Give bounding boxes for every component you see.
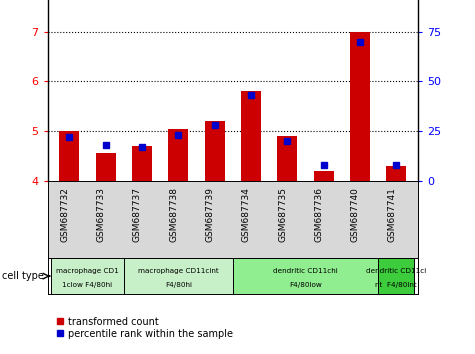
Bar [277,136,297,181]
Bar [59,131,79,181]
Bar [378,258,414,294]
Text: F4/80hi: F4/80hi [165,282,192,288]
Bar [132,146,152,181]
Text: nt  F4/80int: nt F4/80int [375,282,417,288]
Text: macrophage CD1: macrophage CD1 [56,268,119,274]
Text: GSM687736: GSM687736 [314,187,323,242]
Text: GSM687733: GSM687733 [96,187,105,242]
Bar [95,153,115,181]
Bar [168,129,188,181]
Text: GSM687738: GSM687738 [169,187,178,242]
Bar [241,91,261,181]
Text: dendritic CD11ci: dendritic CD11ci [366,268,427,274]
Text: GSM687739: GSM687739 [206,187,215,242]
Text: GSM687732: GSM687732 [60,187,69,242]
Bar [233,258,378,294]
Text: GSM687741: GSM687741 [387,187,396,242]
Text: dendritic CD11chi: dendritic CD11chi [273,268,338,274]
Bar [350,32,370,181]
Text: GSM687735: GSM687735 [278,187,287,242]
Bar [314,171,333,181]
Text: 1clow F4/80hi: 1clow F4/80hi [62,282,113,288]
Text: F4/80low: F4/80low [289,282,322,288]
Legend: transformed count, percentile rank within the sample: transformed count, percentile rank withi… [52,313,237,343]
Bar [205,121,225,181]
Text: GSM687737: GSM687737 [133,187,142,242]
Bar [124,258,233,294]
Bar [51,258,124,294]
Text: cell type: cell type [2,271,44,281]
Text: GSM687740: GSM687740 [351,187,360,242]
Bar [386,166,406,181]
Text: macrophage CD11cint: macrophage CD11cint [138,268,218,274]
Text: GSM687734: GSM687734 [242,187,251,242]
